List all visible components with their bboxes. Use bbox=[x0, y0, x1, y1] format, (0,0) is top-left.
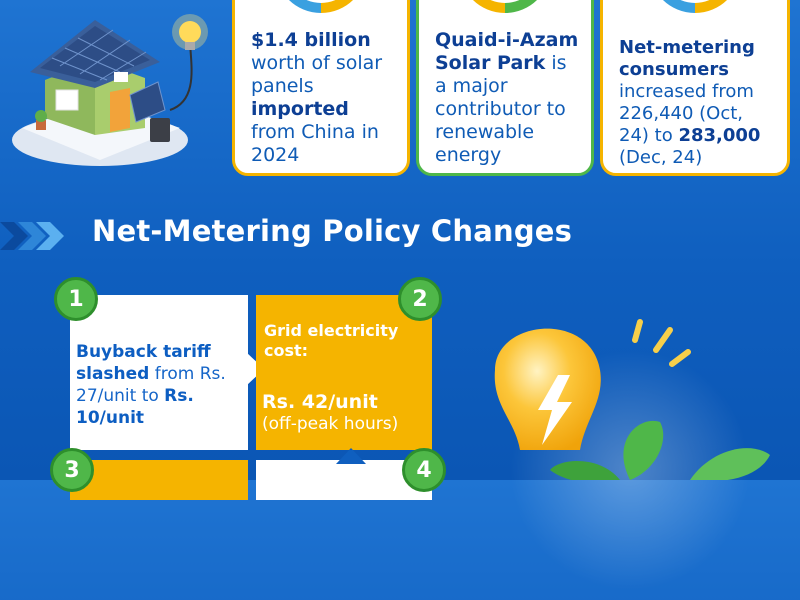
card-text-part: increased from 226,440 (Oct, 24) to bbox=[619, 81, 754, 146]
policy-box-1: Buyback tariff slashed from Rs. 27/unit … bbox=[70, 295, 248, 450]
policy-box-3 bbox=[70, 460, 248, 500]
card-orb-icon bbox=[649, 0, 741, 13]
section-title: Net-Metering Policy Changes bbox=[92, 214, 573, 248]
policy-note: (off-peak hours) bbox=[262, 414, 399, 434]
card-text-part: worth of solar panels bbox=[251, 52, 383, 97]
pointer-arrow bbox=[336, 448, 366, 464]
card-text-part: is a major contributor to renewable ener… bbox=[435, 52, 567, 166]
solar-house-illustration bbox=[0, 0, 230, 180]
policy-text-part: from Rs. 27/unit to bbox=[76, 364, 226, 406]
card-text: Net-metering consumers increased from 22… bbox=[619, 37, 777, 169]
card-orb-icon bbox=[275, 0, 367, 13]
policy-text-1: Buyback tariff slashed from Rs. 27/unit … bbox=[76, 341, 248, 429]
house-icon bbox=[12, 14, 208, 166]
stat-card-imports: $1.4 billion worth of solar panels impor… bbox=[232, 0, 410, 176]
card-text-part: from China in 2024 bbox=[251, 121, 379, 166]
stat-card-net-metering: Net-metering consumers increased from 22… bbox=[600, 0, 790, 176]
step-number-3: 3 bbox=[50, 448, 94, 492]
chevron-arrows-icon bbox=[0, 222, 64, 250]
card-orb-icon bbox=[459, 0, 551, 13]
pointer-arrow bbox=[246, 352, 264, 386]
card-bold: Net-metering consumers bbox=[619, 37, 755, 80]
card-value: $1.4 billion bbox=[251, 29, 371, 51]
card-value: 283,000 bbox=[678, 125, 761, 146]
step-number-2: 2 bbox=[398, 277, 442, 321]
card-bold: imported bbox=[251, 98, 349, 120]
card-text: $1.4 billion worth of solar panels impor… bbox=[251, 29, 397, 167]
lightbulb-illustration bbox=[494, 319, 770, 480]
step-number-1: 1 bbox=[54, 277, 98, 321]
policy-value: Rs. 10/unit bbox=[76, 386, 194, 428]
policy-bold: Buyback tariff slashed bbox=[76, 342, 211, 384]
stat-card-solar-park: Quaid-i-Azam Solar Park is a major contr… bbox=[416, 0, 594, 176]
policy-box-2: Grid electricity cost: Rs. 42/unit (off-… bbox=[256, 295, 432, 450]
policy-value: Rs. 42/unit bbox=[262, 391, 378, 413]
policy-heading: Grid electricity cost: bbox=[264, 321, 399, 360]
card-text: Quaid-i-Azam Solar Park is a major contr… bbox=[435, 29, 581, 167]
step-number-4: 4 bbox=[402, 448, 446, 492]
card-text-part: (Dec, 24) bbox=[619, 147, 703, 168]
card-bold: Quaid-i-Azam Solar Park bbox=[435, 29, 579, 74]
